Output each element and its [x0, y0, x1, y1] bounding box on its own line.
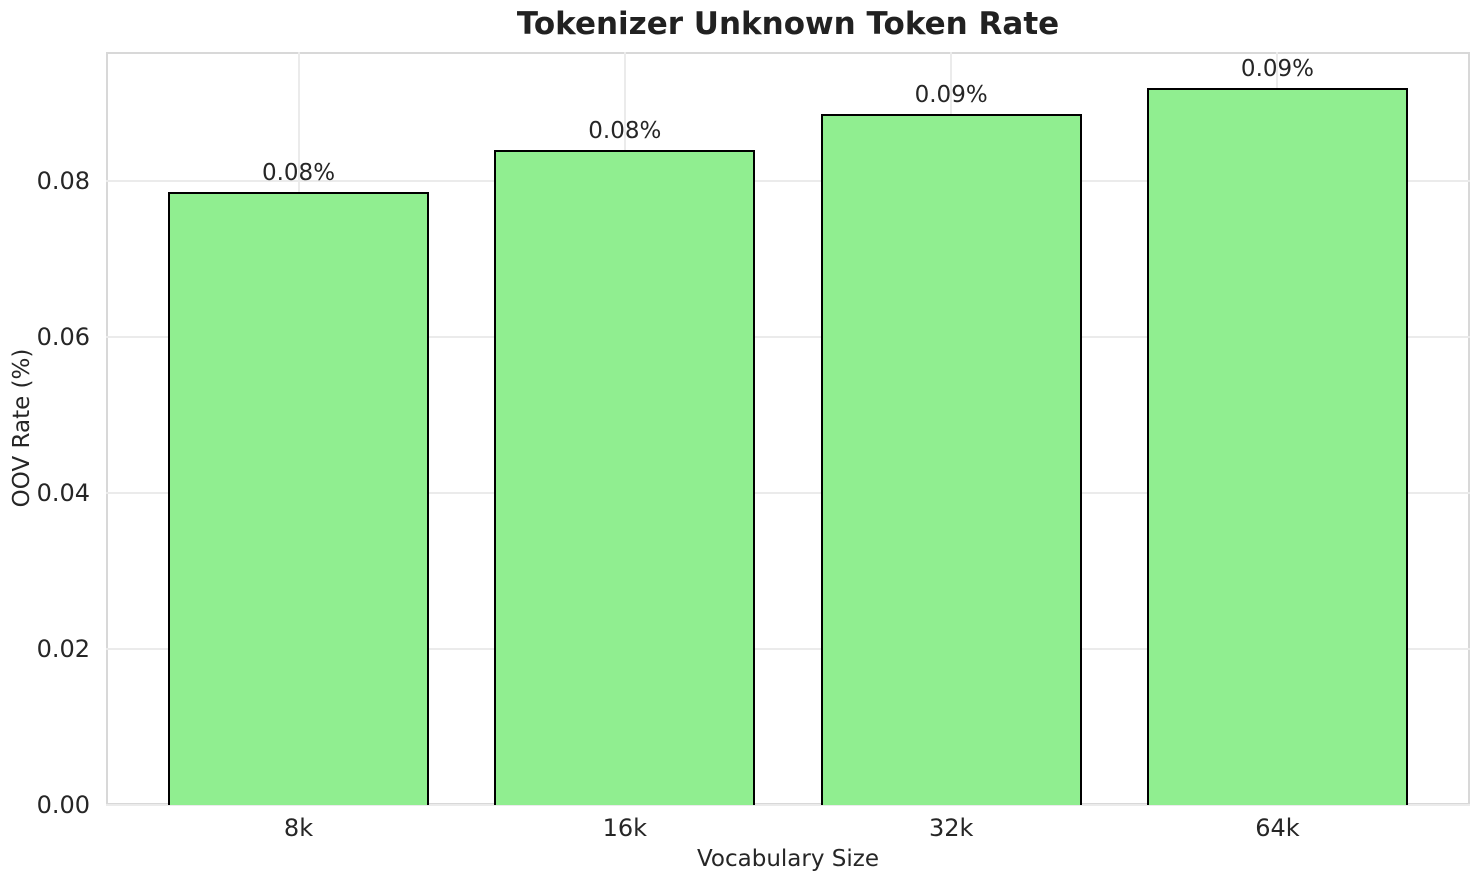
bar-32k	[820, 114, 1082, 805]
h-gridline-0.08	[106, 179, 1470, 182]
y-tick-label-0.06: 0.06	[36, 322, 90, 351]
y-tick-label-0.00: 0.00	[36, 791, 90, 819]
y-tick-label-0.02: 0.02	[36, 634, 90, 663]
bar-64k	[1146, 87, 1408, 805]
h-gridline-0.06	[106, 335, 1470, 338]
h-gridline-0.00	[106, 804, 1470, 806]
h-gridline-0.02	[106, 647, 1470, 650]
x-tick-label-8k: 8k	[283, 814, 314, 842]
bar-value-label-32k: 0.09%	[914, 82, 988, 109]
x-tick-label-64k: 64k	[1255, 814, 1300, 842]
x-axis-label: Vocabulary Size	[696, 846, 879, 872]
bar-value-label-64k: 0.09%	[1240, 55, 1315, 82]
bar-8k	[168, 191, 430, 805]
chart-title: Tokenizer Unknown Token Rate	[516, 6, 1060, 42]
h-gridline-0.04	[106, 491, 1470, 494]
y-tick-label-0.08: 0.08	[36, 166, 90, 195]
bar-value-label-8k: 0.08%	[261, 159, 336, 186]
x-tick-label-32k: 32k	[928, 814, 974, 842]
y-tick-label-0.04: 0.04	[36, 478, 90, 507]
bar-16k	[494, 149, 756, 805]
x-tick-label-16k: 16k	[602, 814, 648, 842]
bar-value-label-16k: 0.08%	[588, 117, 662, 144]
